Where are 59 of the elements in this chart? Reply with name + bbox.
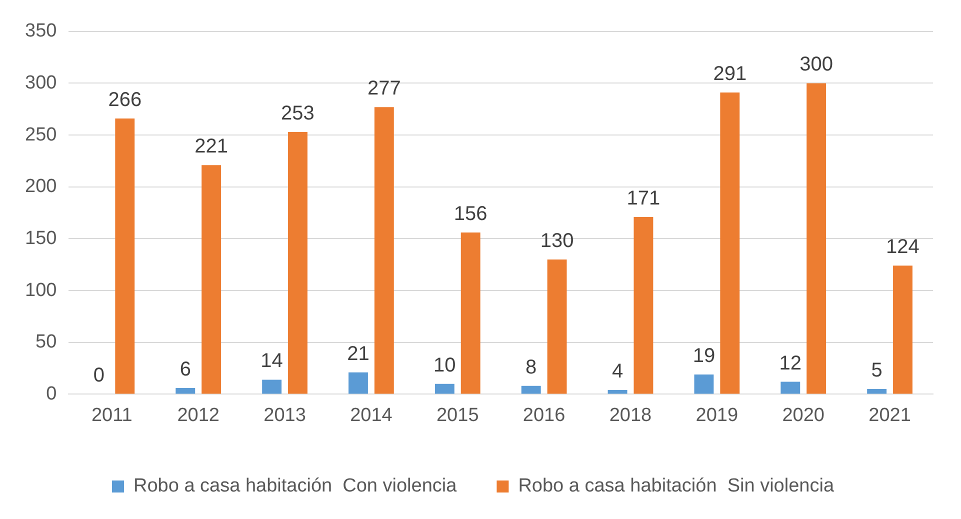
data-label: 19: [692, 345, 716, 368]
y-tick-label: 250: [25, 124, 57, 146]
bar: [374, 107, 394, 394]
bar: [893, 266, 912, 394]
y-tick-label: 200: [25, 176, 57, 198]
y-tick-label: 350: [25, 20, 57, 42]
data-label: 266: [108, 88, 142, 111]
data-label: 156: [454, 203, 488, 226]
data-label: 10: [434, 354, 456, 376]
bar: [115, 118, 135, 394]
x-tick-label: 2019: [696, 404, 738, 426]
data-label: 291: [713, 63, 747, 86]
x-tick-label: 2011: [91, 404, 132, 426]
bar: [521, 386, 541, 394]
data-label: 8: [526, 356, 537, 378]
data-label: 12: [779, 352, 802, 374]
x-tick-label: 2014: [350, 404, 393, 426]
x-tick-label: 2021: [868, 404, 911, 426]
data-label: 14: [260, 350, 283, 372]
data-label: 124: [886, 236, 920, 258]
bar: [720, 92, 740, 394]
bar: [867, 389, 887, 394]
data-label: 21: [347, 342, 370, 365]
bar: [348, 372, 368, 394]
y-tick-label: 100: [25, 280, 57, 301]
bar: [547, 259, 567, 394]
data-label: 253: [281, 102, 314, 124]
bar: [288, 132, 308, 394]
data-label: 221: [194, 136, 228, 158]
y-tick-label: 300: [25, 72, 57, 94]
x-tick-label: 2015: [436, 404, 479, 426]
data-label: 300: [800, 54, 834, 76]
data-label: 0: [93, 364, 105, 387]
data-label: 277: [367, 78, 401, 100]
bar: [434, 384, 454, 394]
bar: [634, 216, 654, 394]
data-label: 4: [612, 360, 624, 383]
bar: [694, 374, 714, 394]
x-tick-label: 2020: [782, 404, 824, 426]
y-tick-label: 150: [25, 228, 57, 249]
x-tick-label: 2012: [177, 404, 220, 426]
y-tick-label: 0: [46, 383, 57, 404]
x-tick-label: 2018: [609, 404, 652, 426]
legend-label: Robo a casa habitación Sin violencia: [518, 476, 834, 497]
data-label: 130: [540, 230, 574, 252]
data-label: 5: [871, 360, 882, 382]
bar: [262, 380, 282, 394]
y-tick-label: 50: [36, 332, 57, 353]
bar: [202, 165, 222, 394]
bar: [780, 382, 800, 394]
bar: [806, 83, 826, 394]
legend-label: Robo a casa habitación Con violencia: [133, 476, 458, 497]
data-label: 6: [180, 358, 191, 380]
bar: [608, 390, 628, 394]
x-tick-label: 2016: [522, 404, 566, 426]
data-label: 171: [626, 187, 660, 210]
bar: [460, 232, 480, 394]
bar: [176, 388, 196, 394]
x-tick-label: 2013: [264, 404, 306, 426]
